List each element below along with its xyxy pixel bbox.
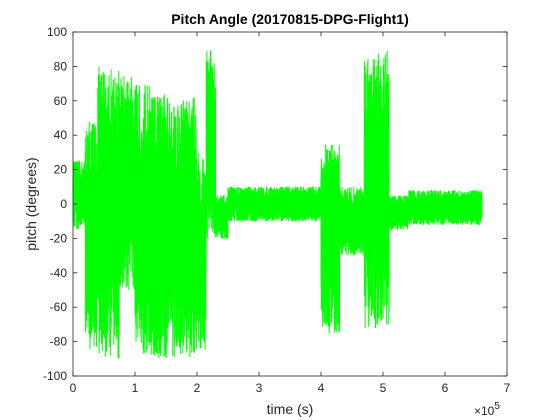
x-tick-label: 1	[132, 381, 139, 395]
y-tick-label: 20	[54, 163, 68, 177]
x-tick-label: 4	[318, 381, 325, 395]
x-axis-multiplier: ×105	[474, 401, 500, 418]
x-tick-label: 3	[256, 381, 263, 395]
pitch-series-line	[72, 50, 483, 359]
axis-group	[72, 31, 508, 377]
x-tick-label: 6	[442, 381, 449, 395]
y-tick-label: -20	[50, 231, 68, 245]
y-tick-label: -60	[50, 300, 68, 314]
x-multiplier-base: ×10	[474, 404, 495, 418]
y-tick-label: 100	[47, 25, 67, 39]
x-tick-label: 7	[504, 381, 511, 395]
y-tick-label: 60	[54, 94, 68, 108]
x-tick-label: 0	[70, 381, 77, 395]
y-tick-label: -100	[43, 369, 67, 383]
chart-title: Pitch Angle (20170815-DPG-Flight1)	[171, 11, 409, 27]
y-tick-label: 80	[54, 59, 68, 73]
x-axis-label: time (s)	[267, 401, 314, 417]
series-group	[72, 50, 483, 359]
x-tick-label: 2	[194, 381, 201, 395]
y-tick-label: 40	[54, 128, 68, 142]
y-tick-label: 0	[60, 197, 67, 211]
y-axis-label: pitch (degrees)	[23, 157, 39, 250]
tick-label-group: 0 1 2 3 4 5 6 7 -100 -80 -60 -40 -20 0 20 40 60 80 100	[43, 25, 511, 395]
x-tick-label: 5	[380, 381, 387, 395]
x-multiplier-exponent: 5	[494, 401, 500, 412]
y-tick-label: -40	[50, 266, 68, 280]
y-tick-label: -80	[50, 335, 68, 349]
